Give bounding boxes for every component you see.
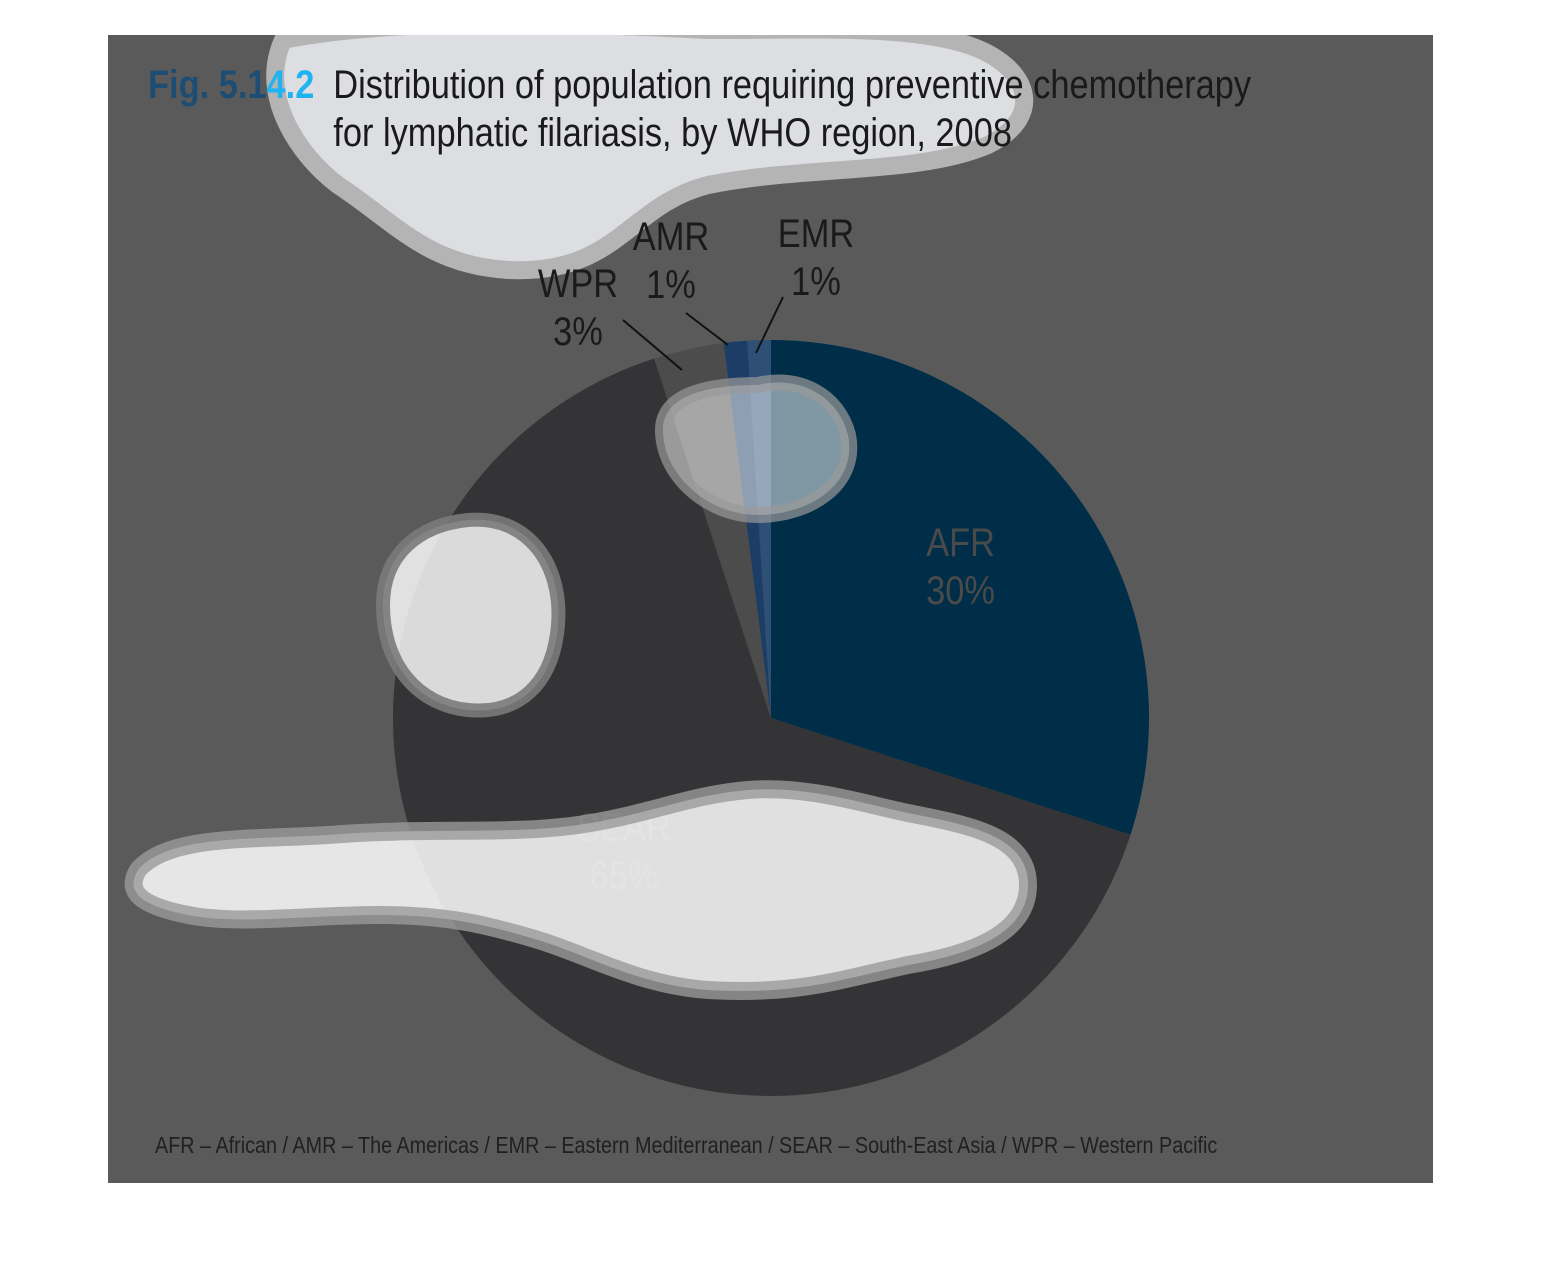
slice-name-label-emr: EMR [778,211,854,256]
title-text: Distribution of population requiring pre… [333,61,1251,157]
slice-value-label-amr: 1% [646,262,696,307]
figure-number: Fig. 5.14.2 [148,63,315,107]
title-line-1: Distribution of population requiring pre… [333,63,1252,107]
slice-name-label-afr: AFR [926,520,995,565]
slice-name-label-amr: AMR [633,214,709,259]
bottom-cloud-blob [124,780,1038,1000]
chart-title: Fig. 5.14.2 Distribution of population re… [148,61,1251,157]
left-circle-blob [375,512,566,718]
title-line-2: for lymphatic filariasis, by WHO region,… [333,111,1012,155]
small-circle-blob [654,374,858,524]
decorative-blobs [266,35,1034,280]
slice-value-label-emr: 1% [791,259,841,304]
slice-name-label-wpr: WPR [538,261,618,306]
slice-value-label-afr: 30% [926,568,995,613]
overlay-blobs [124,374,1038,1000]
leader-line-wpr [622,319,683,371]
pie-slice-afr [771,340,1149,835]
footnote: AFR – African / AMR – The Americas / EMR… [155,1132,1218,1158]
slice-value-label-wpr: 3% [553,309,603,354]
leader-line-amr [685,312,729,346]
figure-panel: Fig. 5.14.2 Distribution of population re… [108,35,1433,1183]
top-cloud-blob [266,35,1034,280]
leader-line-emr [755,296,784,354]
